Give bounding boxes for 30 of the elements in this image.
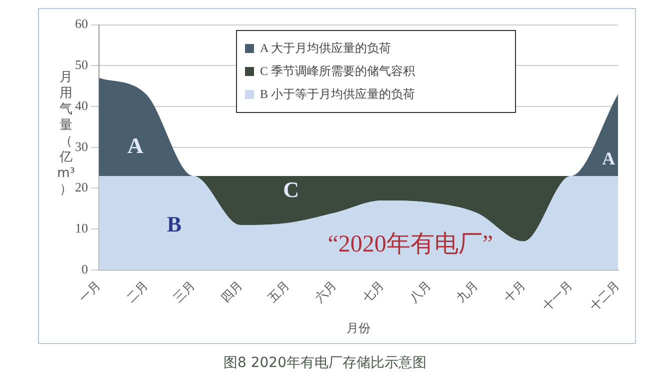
annotation: A	[127, 133, 144, 158]
y-tick-label: 40	[75, 98, 88, 113]
y-tick-label: 50	[75, 57, 88, 72]
y-tick-label: 20	[75, 180, 88, 195]
y-axis-title: 月用气量（亿m³）	[56, 70, 75, 197]
x-tick-label: 十月	[501, 278, 528, 306]
legend-label: B 小于等于月均供应量的负荷	[260, 86, 416, 103]
annotation: B	[166, 212, 182, 237]
x-tick-label: 四月	[218, 278, 245, 306]
y-tick-label: 60	[75, 16, 88, 32]
x-tick-label: 十一月	[540, 278, 576, 314]
x-axis-title: 月份	[346, 320, 370, 335]
y-tick-label: 10	[75, 220, 88, 236]
annotation: “2020年有电厂”	[328, 232, 494, 258]
caption: 图8 2020年有电厂存储比示意图	[222, 354, 428, 372]
x-tick-label: 三月	[170, 278, 198, 306]
annotation: C	[283, 177, 299, 202]
legend-label: C 季节调峰所需要的储气容积	[260, 63, 416, 80]
x-tick-label: 一月	[76, 278, 104, 306]
annotation: A	[602, 148, 616, 168]
y-tick-label: 0	[82, 261, 88, 276]
x-tick-label: 二月	[124, 278, 151, 306]
x-tick-label: 八月	[406, 278, 434, 306]
x-tick-label: 十二月	[586, 278, 622, 314]
x-tick-label: 九月	[454, 278, 481, 306]
x-tick-label: 六月	[312, 278, 340, 306]
y-tick-label: 30	[75, 138, 88, 154]
x-tick-label: 七月	[360, 278, 386, 306]
x-tick-label: 五月	[265, 278, 292, 306]
legend-label: A 大于月均供应量的负荷	[260, 40, 392, 57]
